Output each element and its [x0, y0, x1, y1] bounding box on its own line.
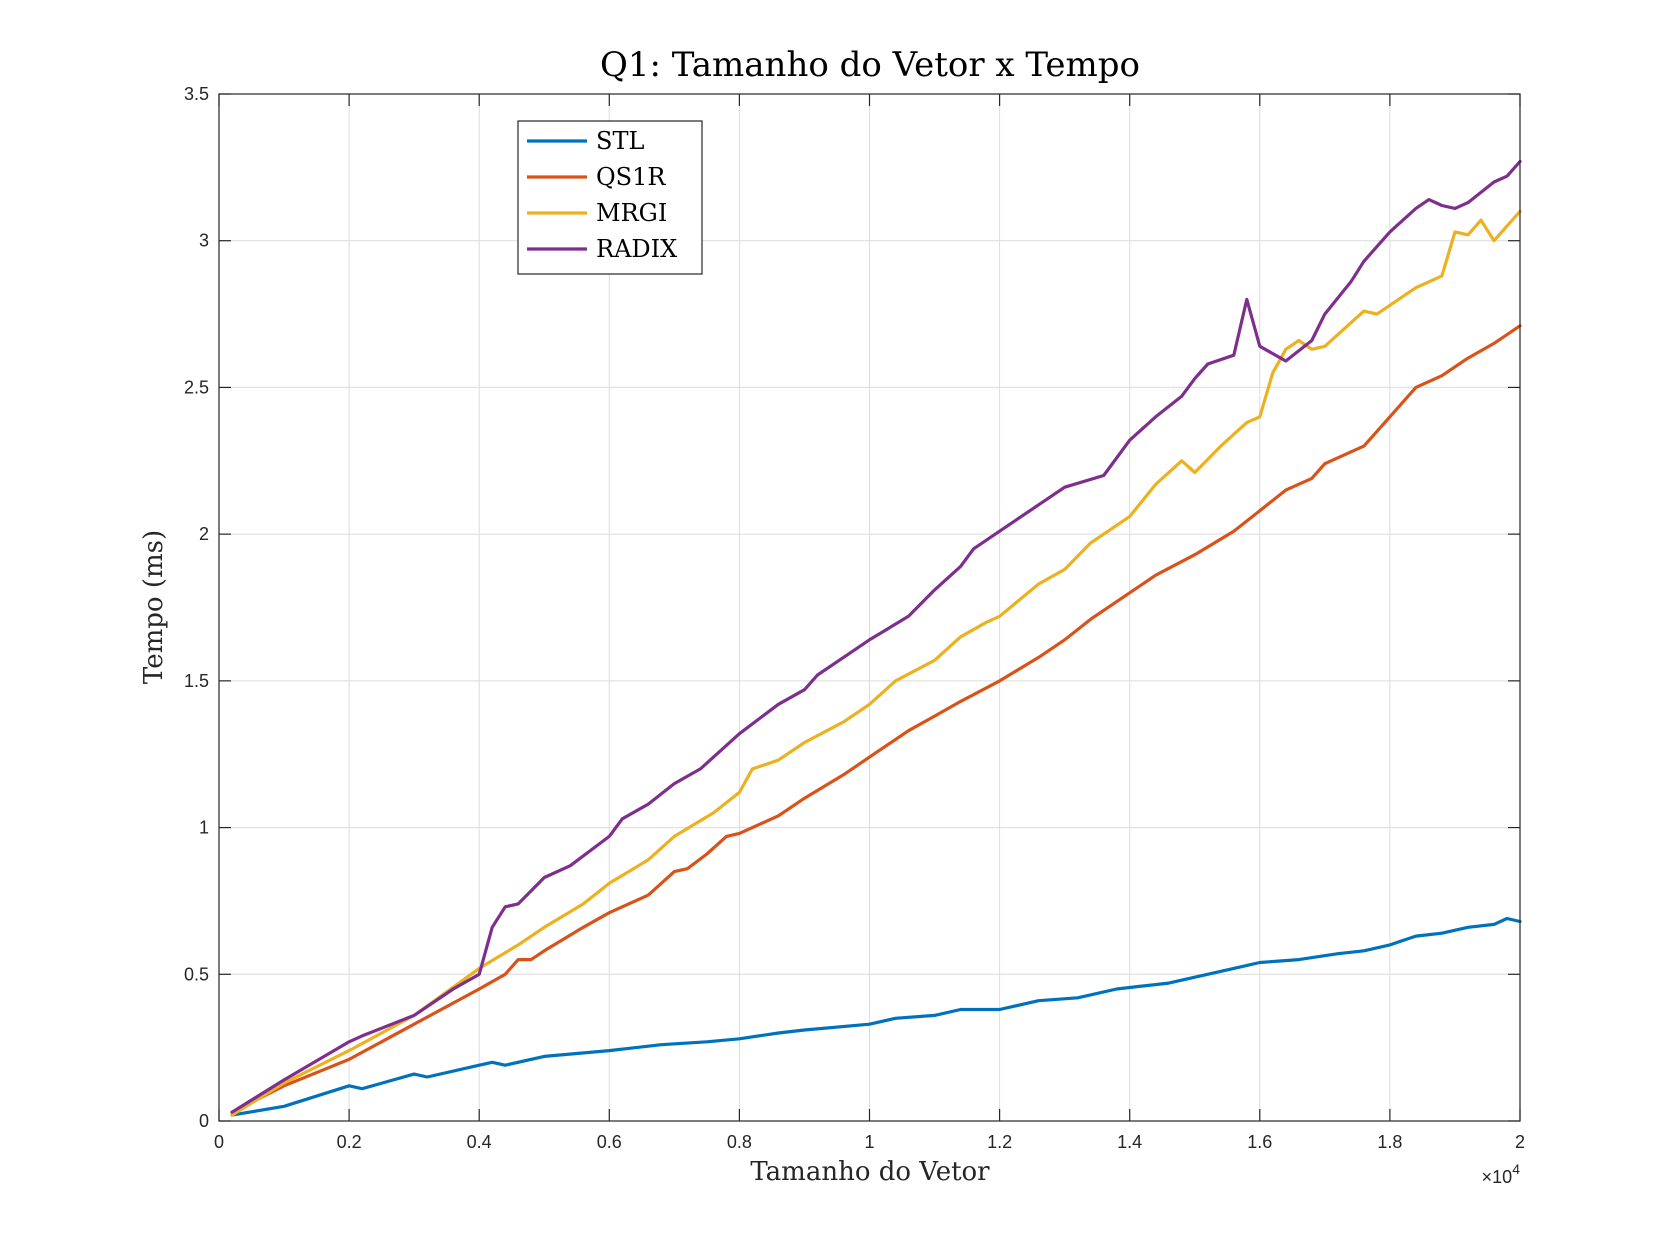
x-axis-label: Tamanho do Vetor: [750, 1157, 990, 1187]
x-axis-exponent-power: 4: [1512, 1161, 1520, 1177]
legend-label-stl: STL: [596, 127, 644, 155]
y-axis-label: Tempo (ms): [139, 530, 169, 684]
x-tick-label: 1: [864, 1132, 874, 1152]
x-tick-label: 0.4: [467, 1132, 492, 1152]
x-axis-exponent-base: ×10: [1482, 1167, 1513, 1187]
series-line-stl: [230, 916, 1522, 1117]
y-tick-label: 0: [199, 1111, 209, 1131]
y-tick-label: 2: [199, 524, 209, 544]
y-tick-label: 3.5: [184, 84, 209, 104]
legend-label-radix: RADIX: [596, 235, 677, 263]
y-tick-label: 1: [199, 818, 209, 838]
legend-label-qs1r: QS1R: [596, 163, 666, 191]
series-line-qs1r: [230, 324, 1522, 1114]
x-tick-label: 1.8: [1377, 1132, 1402, 1152]
series-line-radix: [230, 159, 1522, 1114]
series-line-mrgi: [230, 209, 1522, 1117]
legend: STL QS1R MRGI RADIX: [517, 120, 703, 275]
x-tick-label: 1.6: [1247, 1132, 1272, 1152]
x-tick-label: 0: [214, 1132, 224, 1152]
x-tick-label: 1.4: [1117, 1132, 1142, 1152]
axis-ticks: 0 0.2 0.4 0.6 0.8 1 1.2 1.4 1.6 1.8 2 0 0.5 1 1.5 2 2.5 3…: [184, 84, 1525, 1152]
y-tick-label: 1.5: [184, 671, 209, 691]
x-tick-label: 0.6: [597, 1132, 622, 1152]
y-tick-label: 3: [199, 231, 209, 251]
chart-title: Q1: Tamanho do Vetor x Tempo: [600, 45, 1140, 85]
x-axis-exponent: ×104: [1482, 1161, 1521, 1187]
x-tick-label: 0.8: [727, 1132, 752, 1152]
x-tick-label: 2: [1515, 1132, 1525, 1152]
legend-label-mrgi: MRGI: [596, 199, 667, 227]
y-tick-label: 2.5: [184, 377, 209, 397]
series-lines: [230, 159, 1522, 1117]
x-tick-label: 0.2: [337, 1132, 362, 1152]
y-tick-label: 0.5: [184, 964, 209, 984]
x-tick-label: 1.2: [987, 1132, 1012, 1152]
